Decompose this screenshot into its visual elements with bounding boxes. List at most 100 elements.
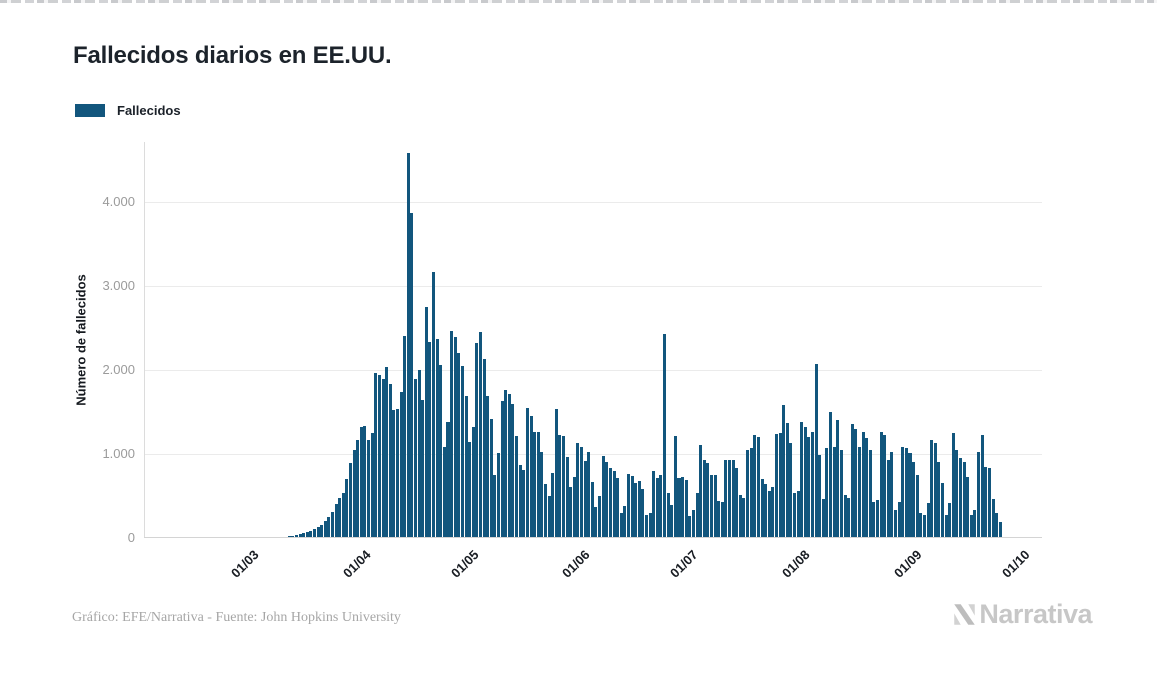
bar [511, 403, 515, 538]
bar [857, 446, 861, 538]
bar [890, 451, 894, 538]
bar [363, 426, 367, 538]
bar [312, 528, 316, 538]
bar [774, 433, 778, 538]
bar [951, 433, 955, 538]
x-axis-line [144, 537, 1042, 538]
bar [540, 451, 544, 538]
bar [886, 459, 890, 538]
bar [482, 359, 486, 538]
bar [839, 449, 843, 538]
bar [471, 427, 475, 538]
bar [439, 365, 443, 538]
bar [525, 407, 529, 538]
gridline [145, 453, 1042, 455]
bar [904, 447, 908, 538]
bar [753, 434, 757, 538]
bar [861, 431, 865, 538]
credit-text: Gráfico: EFE/Narrativa - Fuente: John Ho… [72, 610, 401, 625]
bar [738, 494, 742, 538]
bar [576, 443, 580, 538]
bar [728, 459, 732, 538]
bar [543, 484, 547, 538]
bar [320, 524, 324, 538]
narrativa-n-icon [954, 604, 976, 625]
bar [377, 375, 381, 538]
bar [327, 517, 331, 538]
plot-area: 01/03 01/04 01/05 01/06 01/07 01/08 01/09 01/10… [102, 142, 1042, 581]
bar [464, 396, 468, 538]
bar [980, 434, 984, 538]
bar [533, 432, 537, 538]
bar [771, 486, 775, 538]
bar [962, 461, 966, 538]
bar [399, 392, 403, 538]
gridline [145, 285, 1042, 287]
bar [796, 491, 800, 538]
bar [995, 512, 999, 538]
bar [706, 462, 710, 538]
bar [561, 436, 565, 538]
bar [410, 213, 414, 538]
bar [901, 446, 905, 538]
bar [515, 435, 519, 538]
bar [547, 496, 551, 538]
legend: Fallecidos [75, 103, 181, 118]
bar [749, 448, 753, 538]
bar [424, 307, 428, 538]
bar [792, 492, 796, 538]
x-tick-label: 01/06 [559, 547, 593, 581]
bar [865, 438, 869, 538]
bar [894, 509, 898, 538]
bar [760, 479, 764, 538]
bar [486, 396, 490, 538]
bar [612, 470, 616, 538]
x-tick-label: 01/08 [779, 547, 813, 581]
bar [460, 366, 464, 538]
bar [648, 513, 652, 538]
bar [735, 467, 739, 538]
bar [948, 503, 952, 538]
bar [709, 474, 713, 538]
bar [713, 474, 717, 538]
bar [504, 389, 508, 538]
bar [832, 447, 836, 538]
bar [450, 330, 454, 538]
bar [731, 459, 735, 538]
bar [659, 474, 663, 538]
bar [966, 476, 970, 538]
gridline [145, 201, 1042, 203]
bar [630, 475, 634, 538]
bar [641, 489, 645, 538]
bar [879, 431, 883, 538]
bar [800, 422, 804, 538]
bar [478, 332, 482, 538]
legend-swatch-icon [75, 104, 105, 117]
bar [558, 435, 562, 538]
bar [536, 432, 540, 538]
bar [695, 492, 699, 538]
bar [814, 364, 818, 538]
x-tick-label: 01/05 [447, 547, 482, 581]
bar [977, 451, 981, 538]
bar [811, 432, 815, 538]
bar [922, 514, 926, 538]
bar [432, 272, 436, 538]
bar [655, 477, 659, 538]
bar [746, 449, 750, 538]
bar [987, 468, 991, 538]
bar [417, 370, 421, 538]
x-tick-label: 01/09 [890, 547, 925, 581]
x-tick-label: 01/07 [667, 547, 702, 581]
bar [991, 499, 995, 538]
bar [551, 472, 555, 538]
bar [468, 441, 472, 538]
bar [847, 497, 851, 538]
bar [475, 342, 479, 538]
bar [569, 487, 573, 538]
bar [395, 408, 399, 538]
bar [507, 393, 511, 538]
bar [691, 509, 695, 538]
bar [608, 467, 612, 538]
bar [973, 509, 977, 538]
